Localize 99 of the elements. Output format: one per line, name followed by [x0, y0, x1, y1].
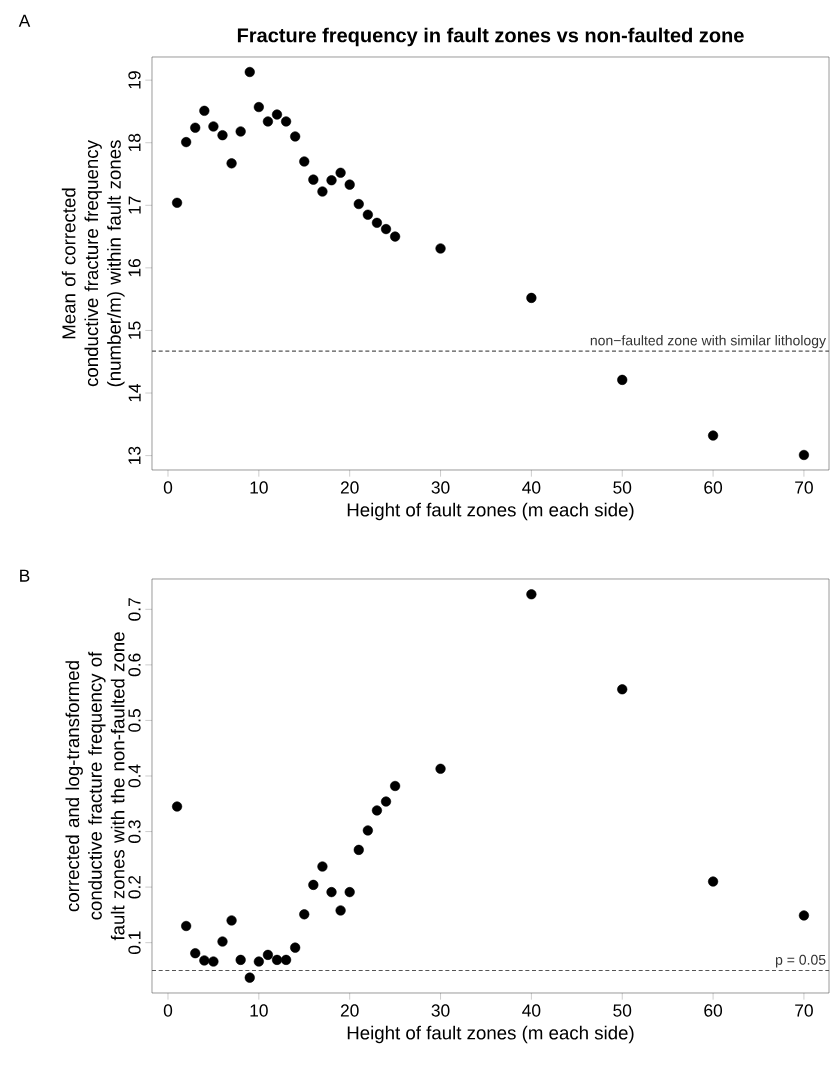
x-tick-label: 20: [340, 481, 359, 494]
point: [526, 292, 537, 303]
point: [798, 910, 809, 921]
x-tick-label: 10: [250, 481, 268, 494]
y-tick-label: 18: [128, 133, 141, 152]
point: [199, 955, 210, 966]
y-tick-label: 0.5: [128, 709, 141, 732]
y-tick-label: 17: [128, 196, 141, 214]
point: [244, 972, 255, 983]
x-tick-label: 40: [522, 1004, 541, 1017]
point: [244, 66, 255, 78]
point: [181, 920, 192, 932]
x-tick-label: 60: [704, 1004, 723, 1017]
ref-line-label: non−faulted zone with similar lithology: [590, 335, 826, 349]
point: [271, 109, 283, 120]
point: [344, 887, 355, 898]
point: [281, 954, 292, 965]
point: [262, 116, 273, 127]
x-tick-label: 40: [522, 481, 541, 494]
point: [208, 121, 219, 132]
point: [262, 949, 273, 960]
point: [390, 780, 401, 792]
point: [253, 956, 264, 967]
x-tick-label: 10: [250, 1004, 268, 1017]
y-tick-label: 0.7: [128, 598, 141, 621]
y-tick-label: 0.2: [128, 875, 141, 899]
point: [190, 948, 201, 959]
point: [253, 101, 264, 113]
y-tick-label: 0.6: [128, 653, 141, 677]
point: [172, 197, 183, 208]
y-tick-label: 0.3: [128, 820, 141, 843]
x-tick-label: 70: [795, 481, 813, 494]
point: [308, 174, 319, 185]
point: [299, 909, 310, 920]
y-tick-label: 16: [128, 258, 141, 277]
point: [353, 844, 364, 855]
x-tick-label: 50: [613, 481, 632, 494]
point: [362, 209, 373, 220]
point: [435, 763, 446, 774]
y-tick-label: 13: [128, 446, 141, 464]
point: [335, 905, 346, 916]
point: [226, 915, 237, 926]
point: [526, 589, 537, 600]
point: [390, 231, 401, 242]
point: [235, 126, 246, 137]
x-axis-title: Height of fault zones (m each side): [347, 1025, 634, 1044]
point: [344, 179, 355, 190]
x-tick-label: 0: [163, 481, 173, 494]
x-tick-label: 30: [431, 1004, 450, 1017]
x-tick-label: 70: [795, 1004, 813, 1017]
point: [172, 801, 183, 812]
point: [217, 130, 228, 141]
point: [290, 942, 301, 953]
y-tick-label: 15: [128, 321, 141, 339]
point: [435, 243, 446, 254]
y-tick-label: 14: [128, 383, 141, 402]
point: [226, 158, 237, 169]
point: [281, 116, 292, 127]
point: [235, 954, 246, 965]
point: [708, 430, 719, 441]
point: [380, 224, 392, 235]
y-axis-title: corrected and log-transformed conductive fracture frequency of fault zones with the non-faulted zone: [65, 632, 125, 941]
point: [199, 105, 210, 116]
point: [371, 805, 383, 816]
y-axis-title: Mean of corrected conductive fracture frequency (number/m) within fault zones: [61, 140, 125, 387]
point: [708, 876, 719, 887]
text: A: [18, 14, 31, 27]
point: [208, 956, 219, 967]
point: [271, 954, 283, 965]
y-tick-label: 0.4: [128, 764, 141, 788]
ref-line-label: p = 0.05: [775, 954, 826, 968]
point: [317, 186, 328, 197]
x-tick-label: 50: [613, 1004, 632, 1017]
point: [217, 936, 228, 947]
point: [299, 156, 310, 167]
chart-title: Fracture frequency in fault zones vs non-faulted zone: [237, 27, 744, 47]
y-tick-label: 0.1: [128, 931, 141, 955]
point: [353, 198, 364, 210]
point: [371, 217, 383, 228]
point: [317, 861, 328, 872]
point: [617, 684, 628, 695]
point: [798, 449, 809, 461]
x-tick-label: 60: [704, 481, 723, 494]
x-axis-title: Height of fault zones (m each side): [347, 502, 634, 521]
x-tick-label: 30: [431, 481, 450, 494]
point: [326, 887, 337, 898]
point: [190, 122, 201, 133]
point: [617, 374, 628, 385]
x-tick-label: 0: [163, 1004, 173, 1017]
point: [181, 137, 192, 148]
point: [308, 879, 319, 890]
point: [380, 796, 392, 807]
x-tick-label: 20: [340, 1004, 359, 1017]
y-tick-label: 19: [128, 71, 141, 89]
point: [362, 825, 373, 836]
point: [335, 167, 346, 178]
point: [326, 175, 337, 186]
point: [290, 131, 301, 142]
text: B: [20, 569, 30, 582]
